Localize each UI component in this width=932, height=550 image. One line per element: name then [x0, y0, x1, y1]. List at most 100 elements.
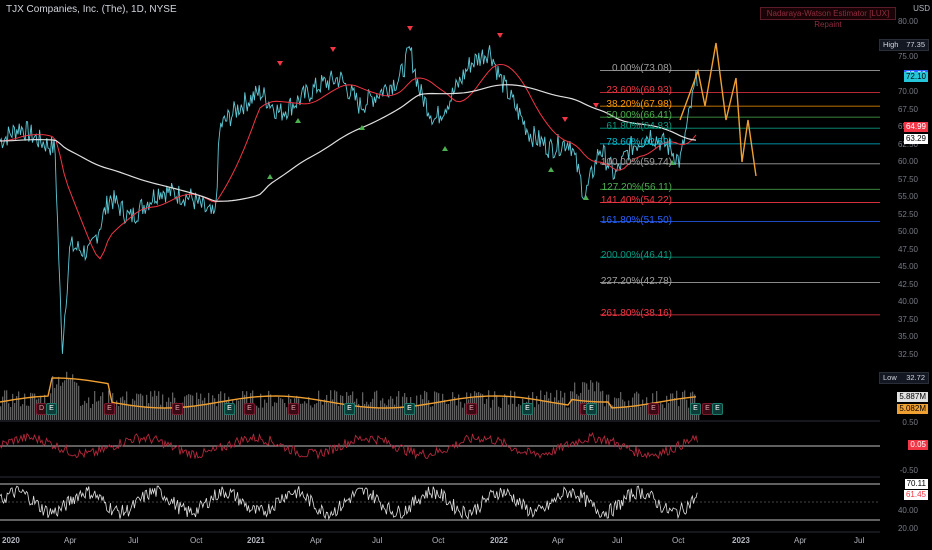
volume-bar [90, 407, 92, 420]
volume-bar [168, 397, 170, 420]
time-axis-label: Apr [64, 536, 77, 545]
volume-bar [384, 403, 386, 420]
volume-bar [480, 393, 482, 420]
volume-bar [80, 405, 82, 420]
dividend-marker[interactable]: E [244, 403, 255, 415]
volume-bar [688, 407, 690, 420]
volume-bar [124, 400, 126, 420]
earnings-marker[interactable]: E [586, 403, 597, 415]
symbol-title: TJX Companies, Inc. (The), 1D, NYSE [6, 4, 177, 15]
volume-bar [660, 402, 662, 420]
fib-label: 127.20%(56.11) [601, 182, 672, 194]
volume-bar [662, 404, 664, 420]
volume-bar [382, 398, 384, 420]
close-price-tag: 72.10 [903, 72, 928, 83]
volume-bar [624, 401, 626, 420]
volume-bar [642, 399, 644, 420]
time-axis-label: 2022 [490, 536, 508, 545]
volume-bar [460, 401, 462, 420]
earnings-marker[interactable]: E [46, 403, 57, 415]
volume-bar [632, 397, 634, 420]
earnings-marker[interactable]: E [522, 403, 533, 415]
volume-bar [572, 391, 574, 420]
sell-signal-marker [277, 61, 283, 66]
volume-bar [30, 392, 32, 420]
volume-bar [332, 399, 334, 420]
dividend-marker[interactable]: E [648, 403, 659, 415]
volume-bar [372, 398, 374, 420]
volume-bar [198, 398, 200, 420]
volume-bar [614, 397, 616, 420]
price-axis-label: 47.50 [897, 244, 918, 254]
volume-bar [604, 406, 606, 420]
rsi-ma-tag: 61.45 [903, 490, 928, 500]
price-axis-label: 50.00 [897, 227, 918, 236]
volume-bar [12, 393, 14, 420]
volume-bar [158, 391, 160, 420]
volume-bar [358, 403, 360, 420]
volume-bar [602, 390, 604, 420]
volume-bar [610, 404, 612, 420]
volume-bar [498, 406, 500, 420]
buy-signal-marker [267, 174, 273, 179]
volume-bar [310, 405, 312, 420]
volume-bar [206, 404, 208, 420]
volume-bar [450, 400, 452, 420]
volume-bar [202, 400, 204, 420]
volume-bar [102, 392, 104, 420]
volume-bar [514, 391, 516, 420]
volume-bar [170, 401, 172, 420]
volume-bar [192, 395, 194, 420]
time-axis-label: Jul [612, 536, 623, 545]
volume-bar [478, 391, 480, 420]
volume-bar [270, 394, 272, 420]
volume-bar [674, 397, 676, 420]
volume-bar [322, 404, 324, 420]
volume-bar [304, 401, 306, 420]
volume-bar [220, 391, 222, 420]
fib-label: 0.00%(73.08) [611, 63, 672, 75]
volume-bar [538, 404, 540, 420]
volume-bar [596, 381, 598, 420]
volume-bar [568, 407, 570, 420]
earnings-marker[interactable]: E [404, 403, 415, 415]
volume-bar [626, 406, 628, 420]
fib-label: 261.80%(38.16) [600, 307, 672, 319]
earnings-marker[interactable]: E [224, 403, 235, 415]
volume-bar [308, 396, 310, 420]
volume-bar [546, 391, 548, 420]
volume-bar [378, 407, 380, 420]
volume-bar [334, 390, 336, 420]
dividend-marker[interactable]: E [288, 403, 299, 415]
volume-bar [282, 399, 284, 420]
volume-bar [222, 400, 224, 420]
rsi-label-mid: 40.00 [897, 506, 918, 515]
dividend-marker[interactable]: E [172, 403, 183, 415]
indicator-badge[interactable]: Nadaraya-Watson Estimator [LUX] Repaint [760, 7, 896, 29]
time-axis-label: Jul [128, 536, 139, 545]
volume-bar [670, 393, 672, 420]
volume-bar [630, 407, 632, 420]
volume-bar [148, 403, 150, 420]
volume-bar [380, 400, 382, 420]
low-marker: Low 32.72 [879, 372, 929, 384]
sell-signal-marker [562, 117, 568, 122]
moving-average-red [0, 63, 697, 260]
volume-bar [616, 398, 618, 420]
volume-bar [52, 375, 54, 420]
volume-bar [18, 391, 20, 420]
earnings-marker[interactable]: E [712, 403, 723, 415]
dividend-marker[interactable]: E [466, 403, 477, 415]
rsi-tag: 70.11 [904, 479, 928, 489]
volume-bar [552, 403, 554, 420]
volume-bar [318, 390, 320, 420]
volume-bar [74, 381, 76, 420]
earnings-marker[interactable]: E [690, 403, 701, 415]
volume-bar [138, 394, 140, 420]
volume-bar [212, 395, 214, 420]
volume-bar [504, 394, 506, 420]
volume-bar [448, 403, 450, 420]
dividend-marker[interactable]: E [104, 403, 115, 415]
earnings-marker[interactable]: E [344, 403, 355, 415]
